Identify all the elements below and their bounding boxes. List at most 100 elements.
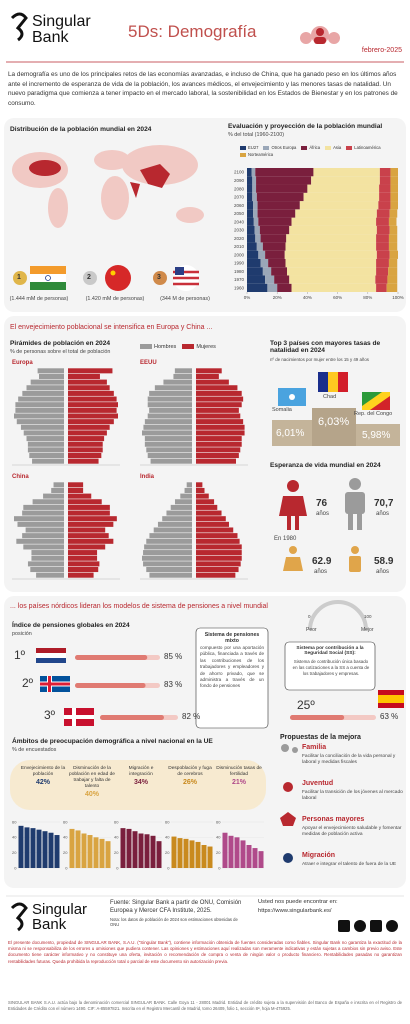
bar-women — [196, 402, 242, 408]
bar-men — [144, 436, 192, 442]
concern-bar — [18, 825, 24, 868]
stack-segment — [247, 192, 253, 202]
stack-segment — [254, 225, 260, 235]
bar-men — [147, 402, 192, 408]
concern-value: 21% — [231, 779, 246, 786]
pension-box-bg — [195, 627, 376, 729]
bar-men — [149, 407, 192, 413]
bar-women — [196, 447, 241, 453]
projection-title: Evaluación y proyección de la población … — [228, 123, 383, 130]
stack-segment — [260, 234, 287, 243]
bar-women — [68, 453, 102, 459]
bar-women — [196, 424, 245, 430]
bar-women — [196, 544, 242, 550]
bar-men — [184, 487, 192, 493]
concern-bar — [189, 840, 195, 868]
section-title: ... los países nórdicos lideran los mode… — [10, 603, 268, 610]
concern-bar — [171, 836, 177, 868]
life-past: En 1980 — [274, 536, 297, 542]
bar-men — [143, 550, 192, 556]
stack-segment — [256, 242, 263, 251]
stack-segment — [277, 283, 292, 292]
y-tick-label: 40 — [63, 835, 68, 840]
stack-segment — [247, 217, 254, 226]
title: 5Ds: Demografía — [128, 22, 257, 41]
bar-women — [68, 521, 114, 527]
bar-women — [68, 499, 102, 505]
bar-men — [143, 561, 192, 567]
life-unit: años — [376, 511, 390, 517]
stack-segment — [274, 275, 290, 284]
flag-china — [105, 265, 131, 291]
legal: SINGULAR BANK S.A.U. actúa bajo la denom… — [8, 1000, 402, 1011]
legend-label: Norteamérica — [248, 152, 274, 157]
stack-segment — [390, 201, 398, 210]
scale-better: Mejor — [361, 627, 374, 633]
natality-subtitle: nº de nacimientos por mujer entre los 15… — [270, 357, 369, 362]
y-tick-label: 40 — [216, 835, 221, 840]
stack-segment — [313, 168, 380, 177]
bar-men — [173, 373, 192, 379]
concern-bar — [120, 828, 126, 868]
pension-bar — [100, 715, 164, 720]
bar-women — [196, 373, 219, 379]
medal: 1 — [17, 274, 21, 281]
bar-women — [68, 379, 107, 385]
concern-value: 26% — [182, 779, 197, 786]
y-tick-label: 2030 — [234, 228, 245, 233]
concern-bar — [99, 838, 105, 868]
stack-segment — [271, 267, 288, 276]
spain-box-title: Sistema por contribución a la Seguridad … — [296, 646, 364, 656]
concern-bar — [201, 845, 207, 868]
life-value: 70,7 — [374, 498, 394, 509]
bar-men — [180, 493, 192, 499]
concern-bar — [75, 830, 81, 868]
bar-men — [23, 430, 64, 436]
legend-item: Asia — [325, 145, 341, 150]
y-tick-label: 2050 — [234, 211, 245, 216]
stack-segment — [247, 275, 266, 284]
bar-men — [143, 424, 192, 430]
stack-segment — [247, 258, 261, 268]
bar-men — [147, 413, 192, 419]
flag-india — [30, 266, 66, 290]
life-unit: años — [314, 569, 328, 575]
stack-segment — [389, 225, 398, 235]
stack-segment — [388, 258, 398, 268]
stack-segment — [285, 242, 377, 251]
web[interactable]: https://www.singularbank.es/ — [258, 908, 332, 914]
stack-segment — [387, 275, 398, 284]
y-tick-label: 20 — [63, 850, 68, 855]
web-label: Usted nos puede encontrar en: — [258, 899, 338, 905]
stack-segment — [247, 267, 263, 276]
bar-women — [68, 373, 100, 379]
legend-item: África — [301, 145, 320, 150]
concern-item: Disminución de la población en edad de t… — [69, 766, 115, 798]
bar-men — [149, 390, 192, 396]
bar-men — [14, 413, 64, 419]
disclaimer: El presente documento, propiedad de SING… — [8, 940, 402, 964]
bar-women — [68, 561, 100, 567]
bar-men — [144, 544, 192, 550]
y-tick-label: 60 — [165, 819, 170, 824]
bar-men — [32, 458, 64, 464]
world-title: Distribución de la población mundial en … — [10, 126, 152, 133]
stack-segment — [253, 217, 259, 226]
stack-segment — [252, 176, 257, 185]
bar-men — [20, 424, 65, 430]
stack-segment — [247, 176, 253, 185]
bar-women — [68, 441, 103, 447]
concern-item: Despoblación y fuga de cerebros 26% — [167, 766, 213, 786]
bar-men — [157, 521, 192, 527]
bar-men — [15, 402, 64, 408]
legend-swatch — [301, 145, 308, 150]
y-tick-label: 60 — [12, 819, 17, 824]
bar-women — [68, 533, 109, 539]
concerns-pill — [10, 760, 266, 810]
medals — [13, 271, 167, 285]
intro: La demografía es uno de los principales … — [8, 71, 398, 107]
stack-segment — [376, 242, 389, 251]
stack-segment — [291, 217, 377, 226]
header-icon — [300, 26, 340, 44]
stack-segment — [267, 283, 278, 292]
